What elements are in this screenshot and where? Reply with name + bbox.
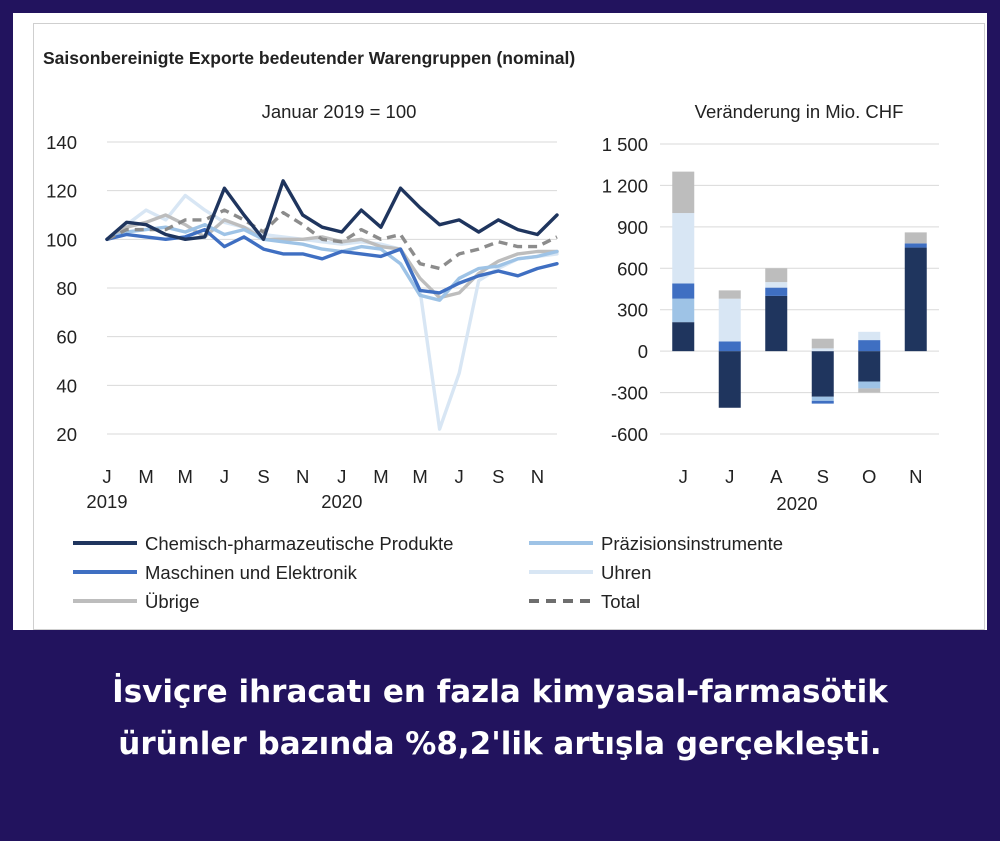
bar-chart-title: Veränderung in Mio. CHF — [695, 101, 904, 122]
chart-title: Saisonbereinigte Exporte bedeutender War… — [43, 48, 575, 68]
line-chart-xtick-label: N — [296, 466, 309, 487]
legend-label: Übrige — [145, 591, 200, 612]
bar-chart-xtick-label: A — [770, 466, 783, 487]
bar-segment — [904, 232, 927, 244]
caption-line-2: ürünler bazında %8,2'lik artışla gerçekl… — [118, 726, 882, 762]
caption: İsviçre ihracatı en fazla kimyasal-farma… — [0, 666, 1000, 770]
line-chart-year-label: 2020 — [321, 491, 362, 512]
bar-chart-ytick-label: 600 — [617, 258, 648, 279]
line-chart-xtick-label: J — [455, 466, 464, 487]
bar-chart-ytick-label: 300 — [617, 300, 648, 321]
line-chart-xtick-label: M — [138, 466, 153, 487]
bar-segment — [858, 331, 881, 341]
bar-chart-xtick-label: S — [817, 466, 829, 487]
legend: Chemisch-pharmazeutische Produkte Präzisi… — [73, 533, 783, 612]
line-chart-axes: J M M J S N J M M J S N 2019 2020 — [86, 466, 544, 512]
bar-chart-xtick-label: O — [862, 466, 876, 487]
bar-chart-ytick-label: 1 200 — [602, 175, 648, 196]
line-series-uhren — [105, 193, 559, 431]
bar-chart-ytick-label: -600 — [611, 424, 648, 445]
chart-canvas: Saisonbereinigte Exporte bedeutender War… — [43, 48, 939, 612]
figure-frame — [33, 23, 985, 630]
line-chart-xtick-label: M — [178, 466, 193, 487]
line-series-pr-zisionsinstrumente — [105, 222, 559, 302]
bar-chart-gridlines: -600 -300 0 300 600 900 1 200 1 500 — [602, 134, 939, 445]
line-chart-xtick-label: S — [492, 466, 504, 487]
bar-segment — [672, 322, 695, 352]
bar-chart-xlabel: 2020 — [776, 493, 817, 514]
legend-label: Maschinen und Elektronik — [145, 562, 358, 583]
bar-segment — [811, 348, 834, 352]
bar-segment — [765, 268, 788, 283]
line-series-chemisch-pharmazeutische-produkte — [105, 179, 559, 242]
bar-segment — [858, 340, 881, 352]
bar-segment — [765, 282, 788, 288]
line-chart-ytick-label: 40 — [56, 375, 77, 396]
bar-chart-ytick-label: -300 — [611, 383, 648, 404]
bar-segment — [672, 298, 695, 323]
legend-label: Uhren — [601, 562, 651, 583]
bar-segment — [904, 243, 927, 248]
line-chart-ytick-label: 60 — [56, 327, 77, 348]
bar-segment — [718, 341, 741, 352]
bar-chart-ytick-label: 0 — [638, 341, 648, 362]
bar-segment — [672, 171, 695, 214]
bar-segment — [672, 283, 695, 299]
line-series-total — [106, 208, 558, 271]
legend-label: Total — [601, 591, 640, 612]
line-chart-subtitle: Januar 2019 = 100 — [262, 101, 417, 122]
line-chart-xtick-label: M — [412, 466, 427, 487]
bar-segment — [858, 381, 881, 389]
bar-segment — [765, 287, 788, 296]
bar-chart-xtick-label: N — [909, 466, 922, 487]
chart-panel: Saisonbereinigte Exporte bedeutender War… — [13, 13, 987, 630]
caption-line-1: İsviçre ihracatı en fazla kimyasal-farma… — [112, 674, 888, 710]
bar-segment — [765, 295, 788, 352]
line-chart-xtick-label: S — [257, 466, 269, 487]
line-chart-xtick-label: M — [373, 466, 388, 487]
bar-segment — [858, 351, 881, 382]
line-chart-xtick-label: J — [220, 466, 229, 487]
line-chart-gridlines: 20 40 60 80 100 120 140 — [46, 132, 557, 445]
bar-chart-ytick-label: 1 500 — [602, 134, 648, 155]
bar-chart-xtick-label: J — [679, 466, 688, 487]
bar-segment — [718, 298, 741, 342]
line-chart-series — [105, 179, 559, 431]
legend-label: Chemisch-pharmazeutische Produkte — [145, 533, 453, 554]
bar-chart-ytick-label: 900 — [617, 217, 648, 238]
bar-segment — [858, 388, 881, 393]
bar-segment — [811, 351, 834, 397]
bar-segment — [718, 351, 741, 408]
line-chart-ytick-label: 100 — [46, 229, 77, 250]
line-chart-xtick-label: J — [102, 466, 111, 487]
line-chart-ytick-label: 120 — [46, 181, 77, 202]
bar-segment — [904, 247, 927, 352]
legend-label: Präzisionsinstrumente — [601, 533, 783, 554]
bar-segment — [811, 338, 834, 349]
bar-segment — [672, 213, 695, 284]
bar-segment — [811, 396, 834, 401]
line-chart-ytick-label: 80 — [56, 278, 77, 299]
bar-segment — [718, 290, 741, 299]
line-chart-ytick-label: 140 — [46, 132, 77, 153]
bar-segment — [811, 400, 834, 404]
line-chart-xtick-label: N — [531, 466, 544, 487]
line-chart-xtick-label: J — [337, 466, 346, 487]
bar-chart-xtick-label: J — [725, 466, 734, 487]
line-chart-ytick-label: 20 — [56, 424, 77, 445]
line-chart-year-label: 2019 — [86, 491, 127, 512]
